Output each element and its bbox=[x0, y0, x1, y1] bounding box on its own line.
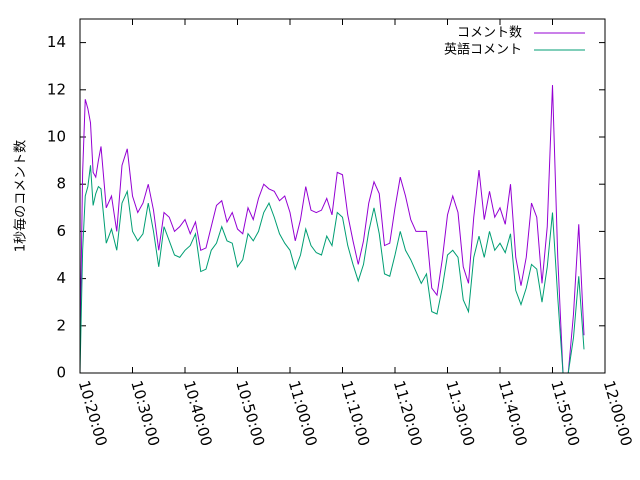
x-tick-label: 10:50:00 bbox=[232, 378, 268, 448]
legend-label: コメント数 bbox=[457, 26, 522, 41]
y-tick-label: 8 bbox=[56, 175, 66, 193]
series-line-1 bbox=[79, 85, 585, 374]
x-tick-label: 10:20:00 bbox=[75, 378, 111, 448]
x-tick-label: 11:40:00 bbox=[495, 378, 531, 448]
x-tick-label: 11:50:00 bbox=[547, 378, 583, 448]
y-axis-title: 1秒毎のコメント数 bbox=[13, 140, 29, 252]
series-line-2 bbox=[79, 165, 585, 374]
x-tick-labels: 10:20:00 10:30:00 10:40:00 10:50:00 11:00:00… bbox=[75, 378, 636, 448]
x-tick-label: 10:30:00 bbox=[127, 378, 163, 448]
y-tick-label: 0 bbox=[56, 364, 66, 382]
x-tick-label: 11:00:00 bbox=[285, 378, 321, 448]
legend-label: 英語コメント bbox=[444, 42, 522, 58]
x-tick-label: 11:10:00 bbox=[337, 378, 373, 448]
x-tick-label: 10:40:00 bbox=[180, 378, 216, 448]
x-tick-label: 11:30:00 bbox=[442, 378, 478, 448]
y-tick-label: 14 bbox=[47, 33, 66, 51]
y-tick-label: 2 bbox=[56, 316, 66, 334]
y-tick-label: 4 bbox=[56, 269, 66, 287]
y-tick-label: 10 bbox=[47, 128, 66, 146]
x-tick-label: 12:00:00 bbox=[600, 378, 636, 448]
x-tick-label: 11:20:00 bbox=[390, 378, 426, 448]
y-tick-label: 6 bbox=[56, 222, 66, 240]
axis-ticks bbox=[79, 19, 606, 374]
y-tick-label: 12 bbox=[47, 80, 66, 98]
plot-frame bbox=[79, 18, 606, 374]
y-tick-labels: 0 2 4 6 8 10 12 14 bbox=[47, 33, 66, 381]
series-layer bbox=[79, 85, 585, 374]
